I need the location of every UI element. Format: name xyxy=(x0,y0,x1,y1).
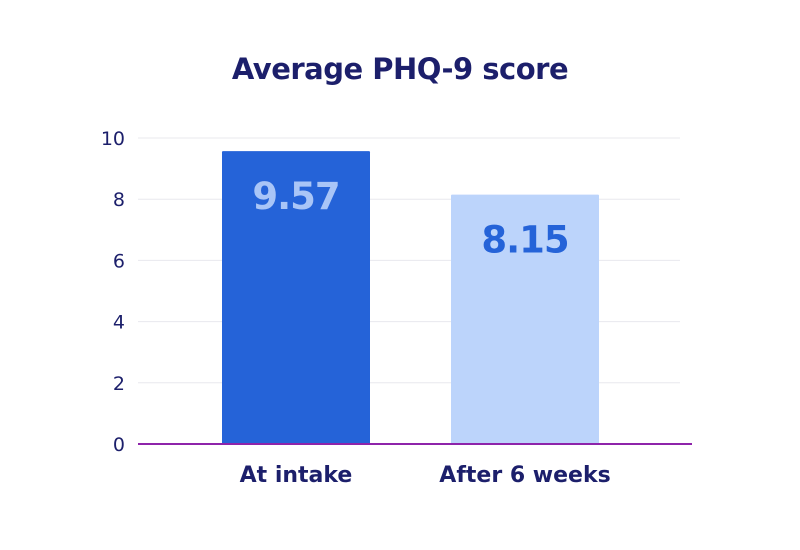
data-label-2: 8.15 xyxy=(481,219,568,262)
y-tick-label-0: 0 xyxy=(113,434,125,456)
chart-title: Average PHQ-9 score xyxy=(231,52,569,86)
x-category-label-1: At intake xyxy=(240,463,353,488)
bar-1 xyxy=(222,151,370,444)
y-tick-label-2: 2 xyxy=(113,373,125,395)
data-label-1: 9.57 xyxy=(252,175,339,218)
y-tick-label-10: 10 xyxy=(101,128,125,150)
y-tick-label-6: 6 xyxy=(113,250,125,272)
y-tick-label-4: 4 xyxy=(113,312,125,334)
y-tick-label-8: 8 xyxy=(113,189,125,211)
x-category-label-2: After 6 weeks xyxy=(439,463,610,488)
bar-2 xyxy=(451,194,599,444)
